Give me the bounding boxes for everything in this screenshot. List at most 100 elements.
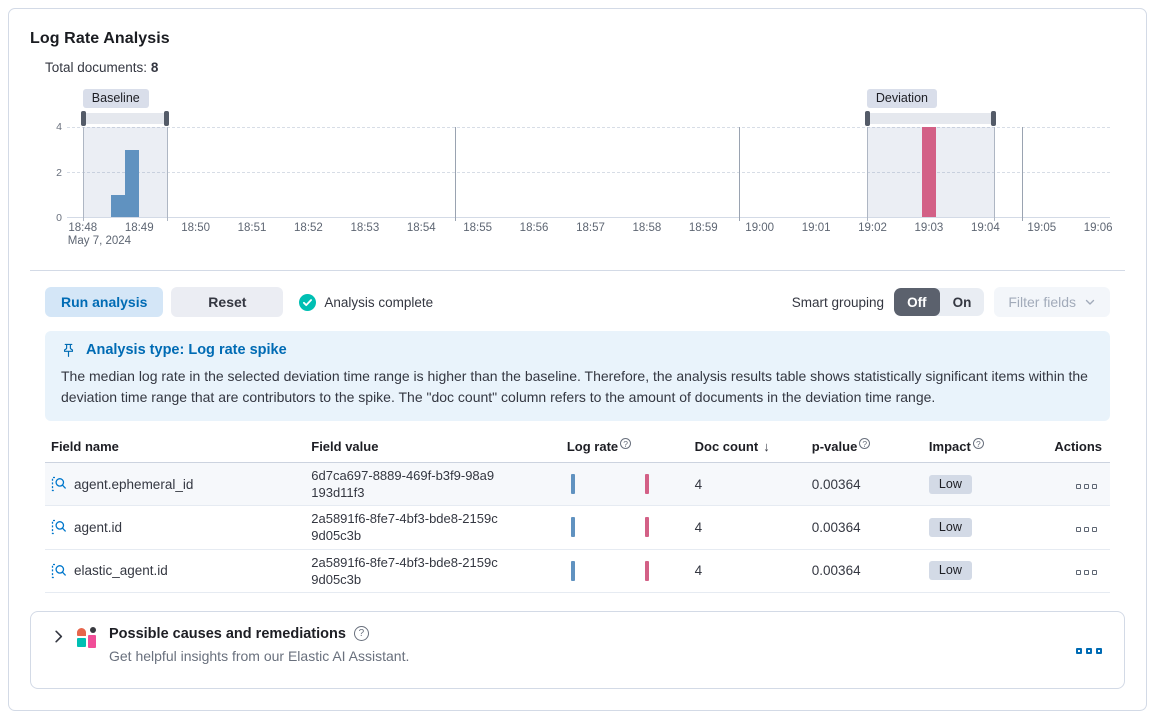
log-rate-analysis-panel: Log Rate Analysis Total documents: 8 0 2 4… bbox=[8, 8, 1147, 711]
header-log-rate[interactable]: Log rate? bbox=[566, 435, 695, 463]
table-row: agent.id 2a5891f6-8fe7-4bf3-bde8-2159c9d… bbox=[45, 505, 1110, 550]
field-value: 2a5891f6-8fe7-4bf3-bde8-2159c9d05c3b bbox=[311, 554, 498, 587]
analysis-status-label: Analysis complete bbox=[324, 294, 434, 310]
x-tick-label: 18:59 bbox=[688, 222, 718, 234]
x-tick-label: 19:01 bbox=[801, 222, 831, 234]
x-tick-label: 18:49 bbox=[124, 222, 154, 234]
x-tick-label: 18:51 bbox=[237, 222, 267, 234]
total-documents-value: 8 bbox=[150, 60, 159, 75]
x-tick-label: 19:00 bbox=[745, 222, 775, 234]
log-rate-mini-chart bbox=[567, 473, 655, 495]
impact-badge: Low bbox=[928, 561, 972, 581]
field-value: 2a5891f6-8fe7-4bf3-bde8-2159c9d05c3b bbox=[311, 511, 498, 544]
doc-count-value: 4 bbox=[694, 519, 703, 535]
field-value: 6d7ca697-8889-469f-b3f9-98a9193d11f3 bbox=[311, 468, 495, 501]
filter-fields-button[interactable]: Filter fields bbox=[994, 287, 1110, 317]
analysis-status: Analysis complete bbox=[299, 293, 434, 311]
y-tick-label: 0 bbox=[56, 212, 62, 224]
gridline-y4 bbox=[67, 127, 1110, 128]
insights-actions-button[interactable] bbox=[1074, 641, 1104, 659]
table-row: agent.ephemeral_id 6d7ca697-8889-469f-b3… bbox=[45, 462, 1110, 507]
x-tick-label: 18:50 bbox=[181, 222, 210, 234]
y-tick-label: 4 bbox=[56, 121, 62, 133]
field-name: agent.id bbox=[74, 519, 123, 535]
info-icon: ? bbox=[859, 438, 871, 449]
time-gridline bbox=[1022, 127, 1023, 221]
deviation-brush[interactable] bbox=[864, 111, 996, 126]
baseline-bar bbox=[125, 149, 140, 217]
row-actions-button[interactable] bbox=[1074, 477, 1098, 492]
field-name: agent.ephemeral_id bbox=[74, 476, 194, 492]
info-icon: ? bbox=[620, 438, 632, 449]
row-actions-button[interactable] bbox=[1074, 520, 1098, 535]
callout-title: Analysis type: Log rate spike bbox=[86, 342, 287, 358]
brush-handle[interactable] bbox=[164, 111, 170, 126]
x-tick-label: 19:05 bbox=[1027, 222, 1057, 234]
header-impact[interactable]: Impact? bbox=[928, 435, 1051, 463]
impact-badge: Low bbox=[928, 517, 972, 537]
window-edge-line bbox=[167, 127, 169, 221]
window-edge-line bbox=[866, 127, 868, 221]
filter-fields-label: Filter fields bbox=[1008, 294, 1076, 310]
help-icon[interactable]: ? bbox=[353, 626, 369, 642]
pin-icon bbox=[63, 343, 74, 357]
analysis-results-table: Field name Field value Log rate? Doc cou… bbox=[45, 435, 1110, 593]
elastic-ai-assistant-icon bbox=[77, 626, 98, 648]
field-name: elastic_agent.id bbox=[74, 563, 168, 579]
x-tick-label: 19:02 bbox=[858, 222, 887, 234]
header-actions: Actions bbox=[1050, 435, 1110, 463]
x-tick-label: 19:04 bbox=[970, 222, 1000, 234]
brush-handle[interactable] bbox=[80, 111, 86, 126]
field-stats-icon[interactable] bbox=[51, 519, 67, 535]
header-p-value[interactable]: p-value? bbox=[811, 435, 929, 463]
impact-badge: Low bbox=[928, 474, 972, 494]
brush-handle[interactable] bbox=[990, 111, 996, 126]
field-stats-icon[interactable] bbox=[51, 476, 67, 492]
total-documents-label: Total documents: bbox=[45, 60, 148, 75]
brush-badges: Baseline Deviation bbox=[67, 89, 1110, 111]
field-stats-icon[interactable] bbox=[51, 563, 67, 579]
baseline-brush[interactable] bbox=[80, 111, 170, 126]
gridline-y2 bbox=[67, 172, 1110, 173]
baseline-window bbox=[82, 127, 168, 217]
info-icon: ? bbox=[972, 438, 984, 449]
insights-title: Possible causes and remediations bbox=[109, 625, 346, 642]
time-gridline bbox=[455, 127, 457, 221]
reset-button[interactable]: Reset bbox=[171, 287, 284, 317]
deviation-badge: Deviation bbox=[866, 89, 937, 108]
p-value: 0.00364 bbox=[811, 519, 861, 535]
x-tick-label: 18:56 bbox=[519, 222, 549, 234]
x-tick-label: 18:58 bbox=[632, 222, 662, 234]
row-actions-button[interactable] bbox=[1074, 563, 1098, 578]
time-gridline bbox=[738, 127, 740, 221]
deviation-bar bbox=[922, 127, 937, 217]
header-field-value: Field value bbox=[311, 435, 567, 463]
analysis-type-callout: Analysis type: Log rate spike The median… bbox=[45, 331, 1110, 421]
table-header-row: Field name Field value Log rate? Doc cou… bbox=[45, 435, 1110, 463]
run-analysis-button[interactable]: Run analysis bbox=[45, 287, 164, 317]
table-row: elastic_agent.id 2a5891f6-8fe7-4bf3-bde8… bbox=[45, 549, 1110, 593]
smart-grouping-off-button[interactable]: Off bbox=[894, 288, 940, 316]
y-tick-label: 2 bbox=[56, 166, 62, 179]
brush-bars bbox=[67, 111, 1110, 127]
chart-plot-area bbox=[67, 127, 1110, 221]
check-circle-icon bbox=[299, 293, 317, 311]
x-axis-date-label: May 7, 2024 bbox=[67, 235, 132, 247]
doc-count-value: 4 bbox=[694, 476, 703, 492]
header-doc-count[interactable]: Doc count ↓ bbox=[694, 435, 812, 463]
x-axis: 18:48 18:49 18:50 18:51 18:52 18:53 18:54 18:55… bbox=[67, 218, 1113, 248]
insights-subtitle: Get helpful insights from our Elastic AI… bbox=[109, 647, 410, 664]
smart-grouping-on-button[interactable]: On bbox=[940, 288, 985, 316]
page-title: Log Rate Analysis bbox=[30, 30, 170, 47]
sort-desc-icon: ↓ bbox=[763, 438, 770, 454]
x-tick-label: 18:55 bbox=[463, 222, 493, 234]
doc-count-value: 4 bbox=[694, 563, 703, 579]
baseline-bar bbox=[110, 194, 126, 217]
p-value: 0.00364 bbox=[811, 563, 861, 579]
baseline-badge: Baseline bbox=[82, 89, 149, 108]
brush-handle[interactable] bbox=[864, 111, 870, 126]
window-edge-line bbox=[993, 127, 995, 221]
chevron-right-icon[interactable] bbox=[51, 629, 66, 644]
smart-grouping-label: Smart grouping bbox=[791, 294, 885, 310]
